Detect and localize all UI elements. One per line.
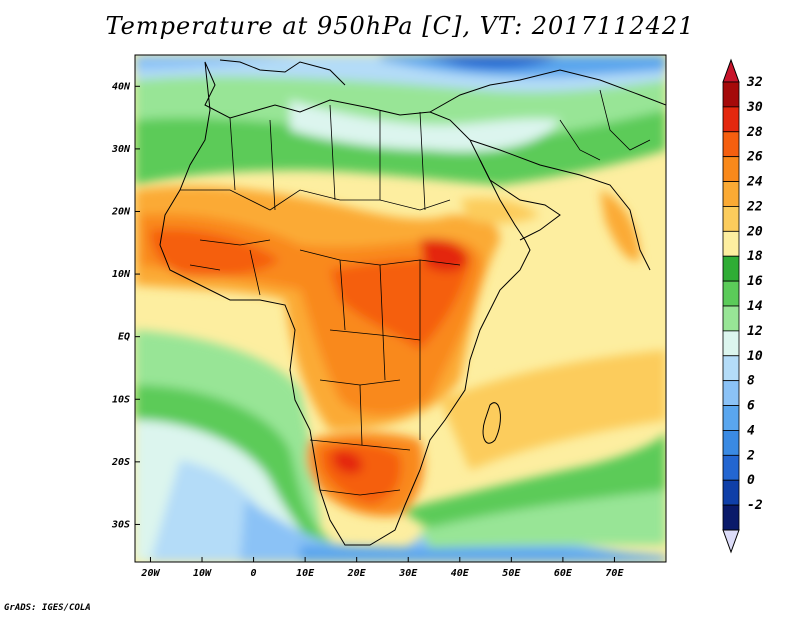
colorbar-label: 0	[747, 473, 755, 488]
colorbar-label: 18	[747, 249, 763, 264]
lon-tick-label: 60E	[554, 568, 573, 579]
colorbar-bin	[722, 280, 740, 307]
colorbar-label: 24	[746, 175, 763, 190]
colorbar-min-arrow	[722, 529, 740, 554]
map-frame	[134, 54, 667, 563]
colorbar-bin	[722, 430, 740, 456]
colorbar-label: 12	[747, 324, 763, 339]
colorbar-bin	[722, 230, 740, 257]
lat-tick-label: 40N	[112, 81, 131, 92]
colorbar-label: 28	[746, 125, 763, 140]
colorbar-label: 10	[747, 349, 763, 364]
colorbar-label: 22	[746, 199, 763, 214]
lon-tick-label: 10W	[193, 568, 212, 579]
lon-tick-label: 30E	[398, 568, 418, 579]
colorbar-label: -2	[747, 498, 763, 513]
lat-tick-label: 30S	[111, 519, 130, 530]
latitude-axis: 40N 30N 20N 10N EQ 10S 20S 30S	[111, 81, 140, 530]
lat-tick-label: 30N	[111, 144, 131, 155]
colorbar-label: 30	[746, 100, 763, 115]
colorbar-bin	[722, 504, 740, 531]
lat-tick-label: EQ	[118, 332, 130, 343]
lon-tick-label: 70E	[605, 568, 624, 579]
colorbar-bin	[722, 181, 740, 207]
lat-tick-label: 20S	[111, 457, 130, 468]
colorbar-label: 8	[747, 374, 755, 389]
temperature-field	[135, 55, 666, 562]
colorbar-bin	[722, 156, 740, 182]
colorbar-label: 16	[747, 274, 763, 289]
colorbar-label: 32	[746, 75, 763, 90]
map-title: Temperature at 950hPa [C], VT: 201711242…	[105, 12, 695, 40]
lon-tick-label: 20E	[347, 568, 367, 579]
lon-tick-label: 0	[251, 568, 257, 579]
colorbar-bin	[722, 131, 740, 158]
colorbar-bin	[722, 355, 740, 382]
colorbar-max-arrow	[722, 58, 740, 83]
coastlines	[159, 59, 666, 546]
colorbar-label: 20	[746, 224, 763, 239]
lon-tick-label: 10E	[296, 568, 315, 579]
credit-text: GrADS: IGES/COLA	[4, 603, 91, 613]
longitude-axis: 20W 10W 0 10E 20E 30E 40E 50E 60E 70E	[140, 557, 624, 579]
colorbar-bin	[722, 454, 740, 481]
colorbar-bin	[722, 206, 740, 232]
colorbar-bin	[722, 380, 740, 406]
colorbar-label: 4	[747, 423, 755, 438]
lon-tick-label: 50E	[502, 568, 521, 579]
lat-tick-label: 10S	[112, 394, 130, 405]
colorbar-label: 14	[747, 299, 763, 314]
lat-tick-label: 20N	[111, 206, 131, 217]
colorbar-bin	[722, 81, 740, 108]
colorbar-label: 26	[746, 150, 763, 165]
colorbar-bin	[722, 305, 740, 332]
colorbar-bin	[722, 405, 740, 431]
colorbar-bin	[722, 106, 740, 133]
lat-tick-label: 10N	[112, 269, 131, 280]
colorbar-bin	[722, 255, 740, 282]
lon-tick-label: 40E	[451, 568, 470, 579]
colorbar-label: 2	[746, 448, 755, 463]
colorbar-bin	[722, 479, 740, 506]
colorbar-bin	[722, 330, 740, 357]
colorbar-label: 6	[747, 399, 755, 414]
lon-tick-label: 20W	[140, 568, 160, 579]
